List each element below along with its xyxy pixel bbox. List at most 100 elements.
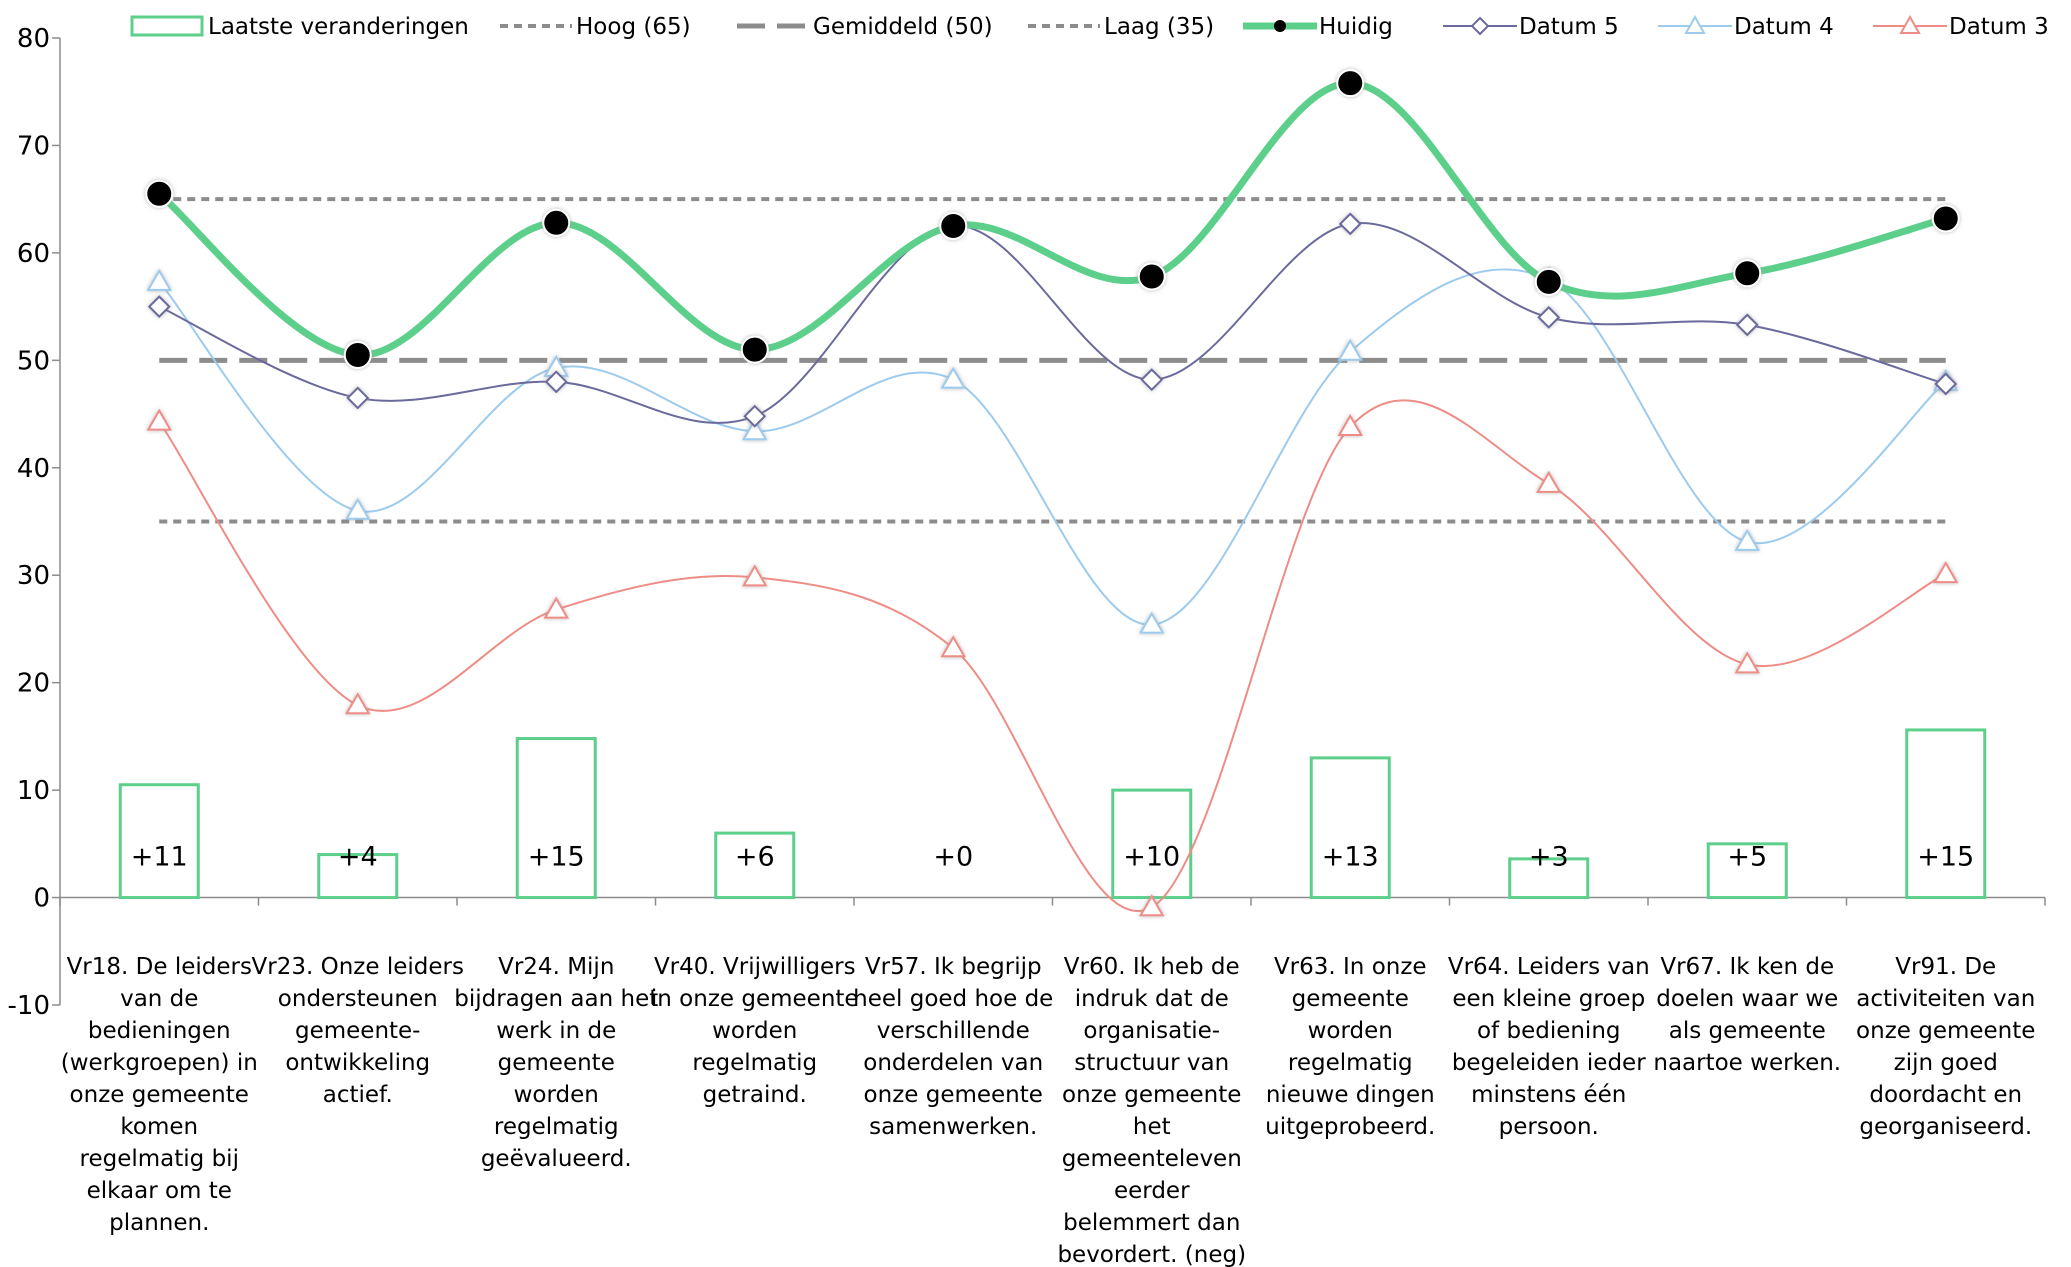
bar-value-label: +13	[1322, 841, 1379, 872]
bar-value-label: +15	[528, 841, 585, 872]
bar-value-label: +15	[1917, 841, 1974, 872]
data-point-datum-5	[1934, 372, 1958, 396]
bar	[1905, 728, 1987, 900]
x-tick-label: Vr24. Mijn bijdragen aan het werk in de gem…	[454, 954, 658, 1172]
data-point-datum-4	[1337, 338, 1363, 361]
x-tick-label: Vr40. Vrijwilligers in onze gemeente worde…	[651, 954, 859, 1108]
data-point-huidig	[1137, 262, 1166, 291]
x-tick-label: Vr57. Ik begrijp heel goed hoe de verschil…	[853, 954, 1053, 1140]
data-point-datum-5	[1537, 305, 1561, 329]
y-tick-label: 10	[17, 776, 50, 806]
x-tick-label: Vr60. Ik heb de indruk dat de organisatie-…	[1057, 954, 1246, 1267]
data-point-datum-4	[940, 366, 966, 389]
y-tick-label: 70	[17, 131, 50, 161]
data-point-datum-3	[1139, 894, 1165, 917]
x-tick-label: Vr64. Leiders van een kleine groep of bedi…	[1448, 954, 1650, 1140]
bar	[118, 783, 200, 900]
legend-item: Datum 3	[1873, 14, 2049, 40]
legend-item: Hoog (65)	[500, 14, 691, 40]
data-point-huidig	[1733, 259, 1762, 288]
data-point-datum-4	[1139, 611, 1165, 634]
series-line-datum-5	[158, 222, 1947, 424]
x-tick-label: Vr63. In onze gemeente worden regelmatig nie…	[1265, 954, 1435, 1140]
bar	[1309, 756, 1391, 900]
bar-value-label: +3	[1529, 841, 1569, 872]
bar	[515, 737, 597, 900]
legend-label: Laag (35)	[1104, 14, 1214, 40]
series-datum-5	[147, 212, 1958, 428]
bar	[1706, 842, 1788, 900]
legend-item: Laatste veranderingen	[130, 14, 469, 40]
bar-value-label: +5	[1727, 841, 1767, 872]
data-point-datum-4	[146, 268, 172, 291]
data-point-datum-5	[147, 295, 171, 319]
legend-item: Datum 4	[1658, 14, 1834, 40]
legend-label: Huidig	[1319, 14, 1393, 40]
bar-series-laatste-veranderingen	[118, 728, 1987, 900]
data-point-datum-4	[1734, 528, 1760, 551]
data-point-huidig	[145, 179, 174, 208]
y-tick-label: -10	[8, 991, 50, 1021]
series-datum-3	[146, 399, 1959, 917]
data-point-datum-4	[742, 418, 768, 441]
legend-label: Datum 3	[1949, 14, 2049, 40]
legend: Laatste veranderingen Hoog (65) Gemiddeld …	[130, 14, 2049, 40]
data-point-huidig	[1931, 204, 1960, 233]
y-tick-label: 40	[17, 454, 50, 484]
legend-label: Gemiddeld (50)	[813, 14, 993, 40]
data-point-huidig	[740, 335, 769, 364]
data-point-datum-5	[346, 386, 370, 410]
legend-item: Laag (35)	[1028, 14, 1214, 40]
category-labels: Vr18. De leiders van de bedieningen (werkgr…	[61, 954, 2036, 1267]
reference-lines	[159, 197, 1946, 524]
data-point-datum-5	[1338, 212, 1362, 236]
series-line-datum-4	[158, 268, 1947, 626]
bar-value-label: +11	[131, 841, 188, 872]
data-point-huidig	[343, 340, 372, 369]
legend-label: Hoog (65)	[576, 14, 691, 40]
legend-marker	[1470, 16, 1490, 36]
y-tick-label: 80	[17, 24, 50, 54]
data-point-huidig	[1336, 69, 1365, 98]
x-tick-label: Vr67. Ik ken de doelen waar we als gemeent…	[1653, 954, 1841, 1076]
data-point-datum-3	[1536, 470, 1562, 493]
data-point-datum-3	[146, 408, 172, 431]
bar	[1508, 857, 1590, 900]
line-series	[145, 69, 1960, 917]
y-tick-label: 50	[17, 346, 50, 376]
bar	[1111, 788, 1193, 900]
bar-value-label: +0	[933, 841, 973, 872]
legend-label: Laatste veranderingen	[208, 14, 469, 40]
data-point-datum-3	[1734, 651, 1760, 674]
data-point-huidig	[542, 208, 571, 237]
legend-label: Datum 5	[1519, 14, 1619, 40]
legend-label: Datum 4	[1734, 14, 1834, 40]
data-point-datum-3	[345, 692, 371, 715]
bar-value-label: +10	[1123, 841, 1180, 872]
bar-value-label: +6	[735, 841, 775, 872]
data-point-datum-5	[1140, 368, 1164, 392]
y-axis: -10 0 10 20 30 40 50 60 70 80	[8, 24, 61, 1021]
y-tick-label: 0	[33, 884, 50, 914]
bar-value-label: +4	[338, 841, 378, 872]
series-huidig	[145, 69, 1960, 369]
x-tick-label: Vr91. De activiteiten van onze gemeente zij…	[1856, 954, 2035, 1140]
data-point-datum-3	[1933, 561, 1959, 584]
data-point-datum-3	[1337, 413, 1363, 436]
series-line-huidig	[157, 79, 1947, 359]
data-point-datum-3	[940, 635, 966, 658]
x-tick-label: Vr18. De leiders van de bedieningen (werkgr…	[61, 954, 258, 1236]
legend-item: Huidig	[1243, 14, 1393, 40]
x-tick-label: Vr23. Onze leiders ondersteunen gemeente-o…	[252, 954, 464, 1108]
data-point-huidig	[1534, 267, 1563, 296]
legend-marker	[1684, 14, 1706, 34]
data-point-datum-3	[742, 564, 768, 587]
y-tick-label: 30	[17, 561, 50, 591]
data-point-datum-4	[345, 497, 371, 520]
legend-item: Gemiddeld (50)	[737, 14, 993, 40]
data-point-datum-5	[1735, 313, 1759, 337]
data-point-datum-5	[544, 370, 568, 394]
bar-value-labels: +11 +4 +15 +6 +0 +10 +13 +3 +5 +15	[131, 841, 1974, 872]
bar	[317, 853, 399, 900]
